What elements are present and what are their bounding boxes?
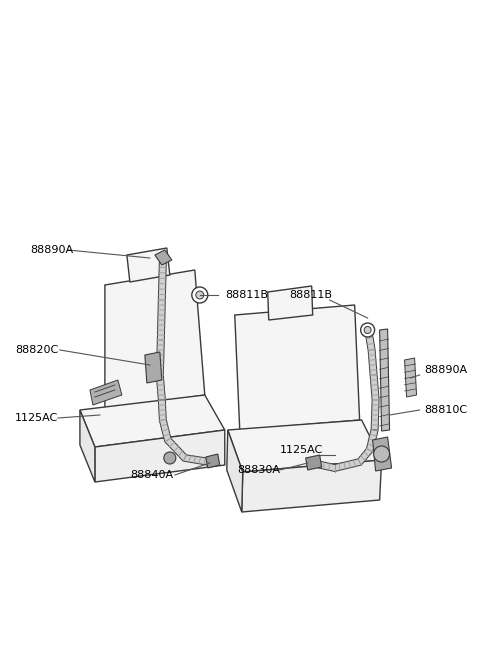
Polygon shape (242, 460, 382, 512)
Polygon shape (206, 454, 220, 468)
Polygon shape (80, 410, 95, 482)
Text: 88811B: 88811B (225, 290, 268, 300)
Text: 88811B: 88811B (290, 290, 333, 300)
Text: 88890A: 88890A (30, 245, 73, 255)
Polygon shape (127, 248, 170, 282)
Polygon shape (380, 329, 390, 431)
Text: 88890A: 88890A (424, 365, 468, 375)
Polygon shape (105, 270, 205, 410)
Polygon shape (307, 429, 378, 472)
Circle shape (373, 446, 390, 462)
Polygon shape (228, 420, 382, 472)
Polygon shape (306, 455, 322, 470)
Text: 88840A: 88840A (130, 470, 173, 480)
Polygon shape (372, 437, 392, 471)
Circle shape (192, 287, 208, 303)
Circle shape (196, 291, 204, 299)
Circle shape (360, 323, 374, 337)
Polygon shape (145, 352, 162, 383)
Circle shape (164, 452, 176, 464)
Polygon shape (155, 250, 172, 265)
Text: 1125AC: 1125AC (15, 413, 58, 423)
Text: 88830A: 88830A (237, 465, 280, 475)
Polygon shape (268, 286, 312, 320)
Polygon shape (80, 395, 225, 447)
Polygon shape (95, 430, 225, 482)
Polygon shape (235, 305, 360, 430)
Circle shape (364, 327, 371, 333)
Text: 88820C: 88820C (15, 345, 58, 355)
Polygon shape (158, 400, 210, 466)
Polygon shape (90, 380, 122, 405)
Text: 1125AC: 1125AC (280, 445, 323, 455)
Polygon shape (227, 430, 243, 512)
Text: 88810C: 88810C (424, 405, 468, 415)
Polygon shape (405, 358, 417, 397)
Polygon shape (156, 262, 167, 400)
Polygon shape (364, 325, 379, 430)
